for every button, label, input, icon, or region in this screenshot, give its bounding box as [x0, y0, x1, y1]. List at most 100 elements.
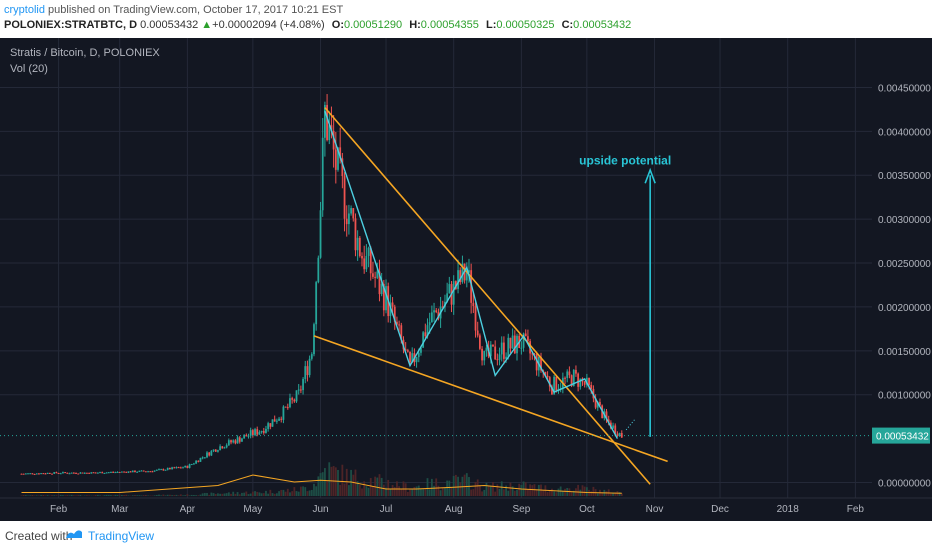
candle-body: [326, 104, 328, 141]
volume-bar: [350, 469, 352, 496]
candle-body: [472, 302, 475, 307]
volume-bar: [500, 481, 503, 496]
candle-body: [127, 471, 130, 473]
volume-bar: [99, 495, 101, 496]
volume-bar: [166, 494, 169, 496]
price-axis-panel[interactable]: [872, 38, 932, 498]
upper-trendline: [324, 107, 651, 485]
volume-bar: [225, 493, 228, 496]
candle-body: [293, 399, 296, 402]
price-chart[interactable]: upside potential 0.004500000.004000000.0…: [0, 38, 932, 521]
volume-bar: [164, 495, 167, 496]
candle-body: [328, 125, 331, 141]
candle-body: [158, 469, 160, 471]
candle-body: [570, 375, 573, 386]
volume-bar: [234, 493, 237, 496]
candle-body: [151, 471, 154, 473]
candle-body: [142, 470, 145, 472]
volume-bar: [245, 491, 248, 496]
volume-bar: [51, 495, 53, 496]
volume-bar: [478, 485, 481, 496]
volume-bar: [334, 467, 337, 496]
candle-body: [77, 473, 80, 475]
candle-body: [446, 293, 449, 302]
volume-ma-line: [21, 474, 622, 494]
candle-body: [27, 473, 29, 475]
candle-body: [53, 472, 56, 474]
volume-bar: [208, 494, 211, 496]
x-tick-label: Oct: [579, 504, 595, 515]
candle-body: [116, 471, 119, 473]
candle-body: [286, 407, 289, 409]
volume-bar: [238, 494, 241, 496]
candle-body: [509, 337, 512, 349]
candle-body: [182, 467, 184, 469]
wave-pattern-line: [324, 110, 619, 439]
volume-bar: [299, 486, 302, 496]
candle-body: [380, 284, 383, 295]
volume-indicator-label: Vol (20): [10, 63, 48, 75]
symbol-name[interactable]: POLONIEX:STRATBTC, D: [4, 19, 138, 31]
volume-bar: [280, 489, 283, 496]
volume-bar: [382, 484, 385, 496]
candle-body: [42, 473, 45, 475]
drawings: upside potential: [0, 107, 872, 485]
volume-bar: [387, 479, 390, 496]
open-value: 0.00051290: [344, 19, 403, 31]
y-tick-label: 0.00400000: [878, 127, 931, 138]
x-tick-label: Nov: [646, 504, 664, 515]
volume-bar: [555, 492, 558, 496]
volume-bar: [22, 495, 25, 496]
tradingview-link[interactable]: TradingView: [88, 529, 155, 543]
candle-body: [391, 302, 394, 307]
volume-bar: [278, 491, 280, 496]
volume-bar: [114, 494, 117, 496]
volume-bar: [505, 485, 507, 496]
candle-body: [107, 472, 110, 474]
volume-bar: [262, 493, 265, 496]
volume-bar: [337, 469, 339, 496]
candle-body: [173, 467, 176, 469]
candle-body: [459, 270, 462, 283]
volume-bar: [404, 483, 407, 496]
candle-body: [171, 467, 173, 470]
candle-body: [417, 352, 420, 358]
candle-body: [175, 467, 178, 469]
candle-body: [492, 344, 494, 347]
candle-body: [217, 450, 219, 452]
candle-body: [254, 429, 256, 436]
low-label: L:: [485, 19, 497, 31]
last-price-label: 0.00053432: [876, 432, 929, 443]
candle-body: [306, 366, 309, 376]
candle-body: [500, 342, 503, 355]
candle-body: [120, 471, 123, 473]
volume-bar: [413, 486, 416, 496]
volume-bar: [492, 482, 494, 496]
candle-body: [190, 464, 193, 466]
candle-body: [184, 465, 187, 468]
candle-body: [225, 445, 228, 448]
author-link[interactable]: cryptolid: [4, 4, 45, 16]
candle-body: [72, 472, 75, 474]
candle-body: [310, 354, 313, 359]
candle-body: [227, 440, 230, 446]
volume-bar: [511, 486, 514, 496]
candle-body: [162, 469, 165, 471]
candle-body: [223, 447, 226, 449]
x-tick-label: Aug: [445, 504, 463, 515]
volume-bar: [319, 473, 322, 496]
candle-body: [511, 335, 514, 349]
candle-body: [193, 463, 195, 465]
volume-bar: [251, 491, 254, 496]
volume-bar: [258, 492, 261, 496]
volume-bar: [142, 495, 145, 496]
volume-bar: [527, 489, 529, 496]
volume-bar: [516, 489, 518, 496]
candle-body: [465, 272, 468, 281]
candle-body: [278, 418, 280, 421]
volume-bar: [426, 478, 429, 496]
symbol-line: POLONIEX:STRATBTC, D 0.00053432 ▲+0.0000…: [4, 19, 631, 31]
candle-body: [426, 325, 429, 337]
candle-body: [57, 473, 60, 475]
volume-bar: [59, 494, 62, 496]
